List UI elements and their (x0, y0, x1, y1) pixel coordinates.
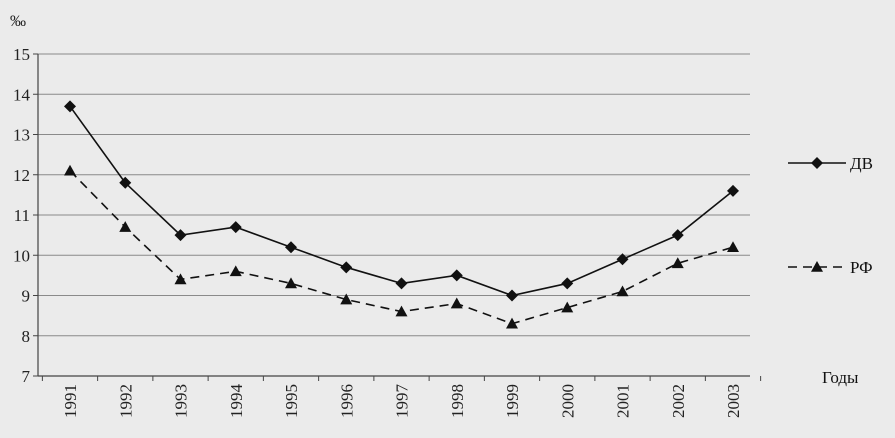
series-line-РФ (69, 170, 734, 325)
x-tick-label-1992: 1992 (116, 384, 135, 418)
legend-marker-РФ (811, 261, 823, 272)
y-tick-label: 7 (22, 367, 31, 386)
x-tick-label-1994: 1994 (227, 384, 246, 419)
y-axis-unit: ‰ (10, 13, 26, 30)
y-tick-label: 13 (13, 126, 30, 145)
axes (33, 53, 762, 381)
point-РФ-1996 (340, 293, 353, 305)
x-tick-labels: 1991 1992 1993 1994 1995 1996 1997 1998 1999 2000… (61, 384, 743, 419)
y-tick-labels: 7 8 9 10 11 12 13 14 15 (13, 45, 31, 386)
point-РФ-2001 (616, 285, 629, 297)
x-tick-label-1996: 1996 (337, 384, 356, 418)
point-РФ-2002 (671, 257, 684, 269)
point-ДВ-1991 (64, 100, 76, 113)
y-tick-label: 10 (13, 246, 30, 265)
x-tick-label-2002: 2002 (669, 384, 688, 418)
point-ДВ-2000 (561, 277, 574, 290)
point-ДВ-2002 (671, 229, 684, 242)
x-tick-label-2003: 2003 (724, 384, 743, 418)
legend-label-ДВ: ДВ (850, 154, 873, 173)
x-tick-label-1998: 1998 (448, 384, 467, 418)
point-ДВ-1992 (119, 176, 132, 189)
point-РФ-2000 (561, 301, 574, 313)
y-tick-label: 8 (22, 327, 31, 346)
gridlines (38, 53, 750, 337)
x-tick-label-1991: 1991 (61, 384, 80, 418)
y-tick-label: 9 (22, 287, 31, 306)
point-ДВ-1995 (285, 241, 297, 254)
y-tick-label: 15 (13, 45, 30, 64)
x-tick-label-1995: 1995 (282, 384, 301, 418)
point-РФ-1998 (450, 297, 463, 309)
legend-label-РФ: РФ (850, 258, 873, 277)
x-tick-label-1999: 1999 (503, 384, 522, 418)
point-ДВ-1997 (395, 277, 408, 290)
legend: ДВ РФ (788, 154, 873, 277)
point-РФ-2003 (727, 241, 739, 252)
y-tick-label: 11 (14, 206, 30, 225)
point-ДВ-1994 (229, 221, 242, 234)
y-tick-label: 14 (13, 85, 31, 104)
point-ДВ-1999 (506, 289, 518, 302)
point-ДВ-1998 (450, 269, 463, 282)
point-РФ-1999 (506, 317, 518, 329)
point-ДВ-1996 (340, 261, 353, 274)
series-group (64, 100, 739, 329)
point-РФ-1995 (285, 277, 297, 289)
point-РФ-1991 (64, 164, 76, 176)
point-ДВ-2001 (616, 253, 629, 266)
x-tick-label-2000: 2000 (558, 384, 577, 418)
point-РФ-1994 (229, 265, 242, 277)
x-tick-label-1997: 1997 (393, 384, 412, 419)
point-РФ-1993 (174, 273, 187, 285)
legend-marker-ДВ (811, 157, 823, 169)
x-tick-label-1993: 1993 (172, 384, 191, 418)
point-ДВ-2003 (727, 184, 739, 197)
point-ДВ-1993 (174, 229, 187, 242)
x-tick-label-2001: 2001 (614, 384, 633, 418)
y-tick-label: 12 (13, 166, 30, 185)
point-РФ-1997 (395, 305, 408, 317)
point-РФ-1992 (119, 221, 132, 232)
x-axis-label: Годы (822, 368, 859, 387)
